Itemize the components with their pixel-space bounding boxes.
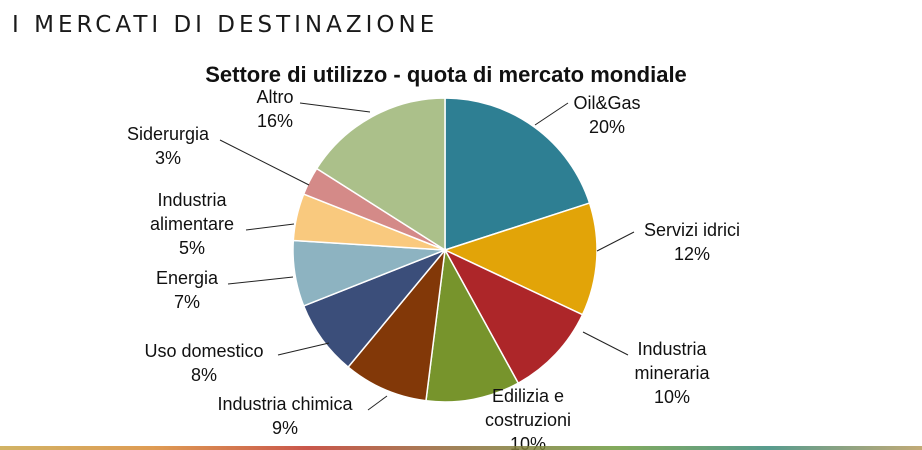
leader-line bbox=[582, 331, 629, 356]
slice-label: Oil&Gas 20% bbox=[573, 93, 640, 137]
pie-slice-servizi-idrici bbox=[442, 202, 598, 316]
slice-label: Industria alimentare 5% bbox=[150, 190, 234, 258]
leader-line bbox=[596, 231, 635, 252]
slice-name-label: Servizi idrici bbox=[644, 220, 740, 240]
slice-name-label: Siderurgia bbox=[127, 124, 210, 144]
slide-title: I MERCATI DI DESTINAZIONE bbox=[12, 12, 439, 38]
slice-label: Energia 7% bbox=[156, 268, 219, 312]
slice-name-label: mineraria bbox=[634, 363, 710, 383]
pie-slice-edilizia-e-costruzioni bbox=[425, 247, 520, 403]
chart-title: Settore di utilizzo - quota di mercato m… bbox=[205, 62, 687, 87]
slice-label: Edilizia e costruzioni 10% bbox=[485, 386, 571, 450]
slice-name-label: Industria bbox=[637, 339, 707, 359]
slice-value-label: 5% bbox=[179, 238, 205, 258]
slice-value-label: 16% bbox=[257, 111, 293, 131]
slice-label: Altro 16% bbox=[256, 87, 293, 131]
slice-name-label: Altro bbox=[256, 87, 293, 107]
leader-line bbox=[219, 139, 310, 186]
slice-value-label: 3% bbox=[155, 148, 181, 168]
leader-line bbox=[277, 342, 330, 356]
slice-value-label: 7% bbox=[174, 292, 200, 312]
slice-name-label: costruzioni bbox=[485, 410, 571, 430]
pie-slice-altro bbox=[315, 97, 446, 252]
slice-name-label: Industria chimica bbox=[217, 394, 353, 414]
slice-name-label: alimentare bbox=[150, 214, 234, 234]
slice-label: Industria mineraria 10% bbox=[634, 339, 710, 407]
leader-line bbox=[534, 102, 569, 126]
slice-name-label: Uso domestico bbox=[144, 341, 263, 361]
slice-name-label: Energia bbox=[156, 268, 219, 288]
leader-line bbox=[367, 395, 388, 411]
leader-line bbox=[227, 276, 294, 285]
slice-name-label: Oil&Gas bbox=[573, 93, 640, 113]
leader-line bbox=[299, 102, 371, 113]
slice-value-label: 9% bbox=[272, 418, 298, 438]
slice-value-label: 8% bbox=[191, 365, 217, 385]
slice-label: Servizi idrici 12% bbox=[644, 220, 740, 264]
pie-slice-industria-mineraria bbox=[443, 248, 584, 385]
decorative-strip bbox=[0, 446, 922, 450]
slice-name-label: Edilizia e bbox=[492, 386, 564, 406]
slice-label: Uso domestico 8% bbox=[144, 341, 263, 385]
slice-label: Industria chimica 9% bbox=[217, 394, 353, 438]
slice-value-label: 20% bbox=[589, 117, 625, 137]
slice-value-label: 10% bbox=[654, 387, 690, 407]
pie-slice-oil-gas bbox=[444, 97, 591, 252]
pie-slice-industria-chimica bbox=[347, 247, 447, 402]
leader-line bbox=[245, 223, 295, 231]
slice-value-label: 12% bbox=[674, 244, 710, 264]
slice-label: Siderurgia 3% bbox=[127, 124, 210, 168]
slice-name-label: Industria bbox=[157, 190, 227, 210]
